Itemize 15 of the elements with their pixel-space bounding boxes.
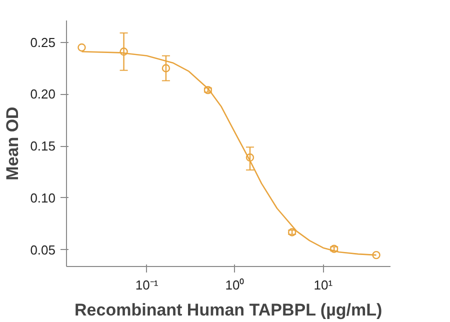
y-tick-label: 0.25	[30, 34, 56, 50]
x-axis-title: Recombinant Human TAPBPL (µg/mL)	[74, 300, 382, 320]
x-tick-label: 10⁰	[225, 278, 245, 292]
point	[372, 250, 380, 260]
y-tick-label: 0.05	[30, 242, 56, 258]
y-tick-label: 0.20	[30, 86, 56, 102]
x-tick-label: 10¹	[314, 278, 334, 292]
point	[120, 48, 128, 56]
point	[78, 43, 86, 52]
y-tick-label: 0.15	[30, 138, 56, 154]
y-axis-title: Mean OD	[3, 106, 22, 180]
x-tick-label: 10⁻¹	[135, 278, 159, 292]
point	[162, 64, 170, 72]
y-tick-label: 0.10	[30, 190, 56, 206]
point	[246, 153, 254, 162]
